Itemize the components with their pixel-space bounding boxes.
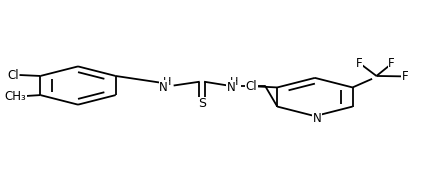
Text: F: F: [356, 57, 362, 70]
Text: N: N: [226, 81, 235, 94]
Text: H: H: [230, 77, 239, 87]
Text: F: F: [401, 70, 408, 83]
Text: Cl: Cl: [245, 80, 257, 93]
Text: CH₃: CH₃: [4, 90, 26, 103]
Text: N: N: [313, 112, 321, 125]
Text: H: H: [163, 77, 171, 87]
Text: F: F: [389, 57, 395, 70]
Text: N: N: [159, 81, 168, 94]
Text: Cl: Cl: [7, 68, 19, 81]
Text: S: S: [198, 97, 206, 110]
